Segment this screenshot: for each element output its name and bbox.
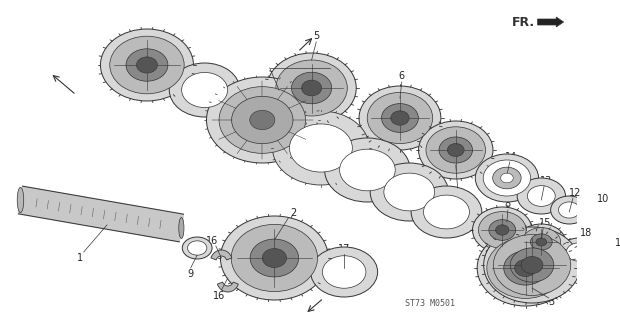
Ellipse shape <box>495 225 509 235</box>
Ellipse shape <box>567 243 591 261</box>
Ellipse shape <box>250 110 275 130</box>
Text: 17: 17 <box>338 244 350 254</box>
Text: 2: 2 <box>290 208 296 218</box>
Ellipse shape <box>489 220 516 240</box>
Ellipse shape <box>219 87 306 153</box>
Ellipse shape <box>370 163 448 221</box>
Ellipse shape <box>423 195 469 229</box>
Text: ST73 M0501: ST73 M0501 <box>405 299 454 308</box>
Ellipse shape <box>206 77 318 163</box>
Ellipse shape <box>381 104 419 132</box>
Ellipse shape <box>580 210 606 230</box>
Ellipse shape <box>522 228 560 256</box>
Ellipse shape <box>472 207 532 253</box>
Ellipse shape <box>515 260 536 276</box>
Ellipse shape <box>531 234 552 250</box>
Ellipse shape <box>182 237 212 259</box>
Ellipse shape <box>604 220 620 236</box>
Text: 3: 3 <box>549 297 555 307</box>
Text: 7: 7 <box>332 63 338 73</box>
Ellipse shape <box>276 60 347 116</box>
Ellipse shape <box>504 251 547 285</box>
Text: 13: 13 <box>540 176 552 186</box>
Text: 14: 14 <box>505 152 518 162</box>
Text: 16: 16 <box>206 236 218 246</box>
Ellipse shape <box>536 238 547 246</box>
Ellipse shape <box>551 196 588 224</box>
Ellipse shape <box>521 256 543 274</box>
Ellipse shape <box>585 213 602 227</box>
Ellipse shape <box>418 121 493 179</box>
Text: 8: 8 <box>505 199 511 209</box>
Ellipse shape <box>367 92 433 144</box>
Ellipse shape <box>291 72 332 104</box>
Wedge shape <box>218 282 238 292</box>
Ellipse shape <box>493 167 521 189</box>
Ellipse shape <box>359 86 441 150</box>
Ellipse shape <box>325 138 410 202</box>
Ellipse shape <box>267 53 356 123</box>
Ellipse shape <box>609 225 619 231</box>
Text: 12: 12 <box>569 188 581 198</box>
Ellipse shape <box>100 29 193 101</box>
Ellipse shape <box>273 111 370 185</box>
Ellipse shape <box>411 186 482 238</box>
Text: 9: 9 <box>188 269 193 279</box>
Ellipse shape <box>290 124 352 172</box>
Ellipse shape <box>517 224 565 260</box>
Ellipse shape <box>221 216 329 300</box>
Ellipse shape <box>17 188 24 212</box>
Ellipse shape <box>439 137 472 163</box>
Ellipse shape <box>384 173 435 211</box>
Ellipse shape <box>301 80 322 96</box>
Ellipse shape <box>559 202 580 218</box>
Ellipse shape <box>483 160 531 196</box>
Ellipse shape <box>182 72 228 108</box>
Ellipse shape <box>110 36 184 94</box>
Ellipse shape <box>528 186 556 206</box>
Ellipse shape <box>517 178 565 214</box>
Ellipse shape <box>560 238 597 266</box>
Ellipse shape <box>448 143 464 156</box>
Wedge shape <box>211 250 232 260</box>
Ellipse shape <box>179 218 184 238</box>
Ellipse shape <box>391 111 409 125</box>
Ellipse shape <box>262 249 286 268</box>
Ellipse shape <box>231 224 317 292</box>
Ellipse shape <box>510 248 554 282</box>
Ellipse shape <box>126 49 168 81</box>
Text: 18: 18 <box>580 228 592 238</box>
Text: 16: 16 <box>213 291 224 301</box>
Ellipse shape <box>250 239 299 277</box>
Ellipse shape <box>479 212 526 248</box>
Text: 5: 5 <box>313 31 319 41</box>
Text: 10: 10 <box>596 194 609 204</box>
Ellipse shape <box>136 57 157 73</box>
Text: 4: 4 <box>454 189 461 199</box>
Ellipse shape <box>494 235 571 295</box>
Ellipse shape <box>340 149 395 191</box>
Ellipse shape <box>426 127 485 173</box>
Ellipse shape <box>187 241 207 255</box>
Polygon shape <box>19 186 184 242</box>
Ellipse shape <box>232 96 293 144</box>
Text: 15: 15 <box>539 218 551 228</box>
Ellipse shape <box>500 173 513 183</box>
Text: 1: 1 <box>77 253 83 263</box>
Text: 11: 11 <box>615 238 620 248</box>
Text: FR.: FR. <box>512 15 534 28</box>
FancyArrow shape <box>538 17 564 27</box>
Ellipse shape <box>169 63 240 117</box>
Ellipse shape <box>484 227 580 303</box>
Ellipse shape <box>487 237 564 298</box>
Ellipse shape <box>476 154 539 202</box>
Ellipse shape <box>322 256 366 288</box>
Text: 6: 6 <box>399 71 405 81</box>
Ellipse shape <box>477 230 574 306</box>
Ellipse shape <box>311 247 378 297</box>
